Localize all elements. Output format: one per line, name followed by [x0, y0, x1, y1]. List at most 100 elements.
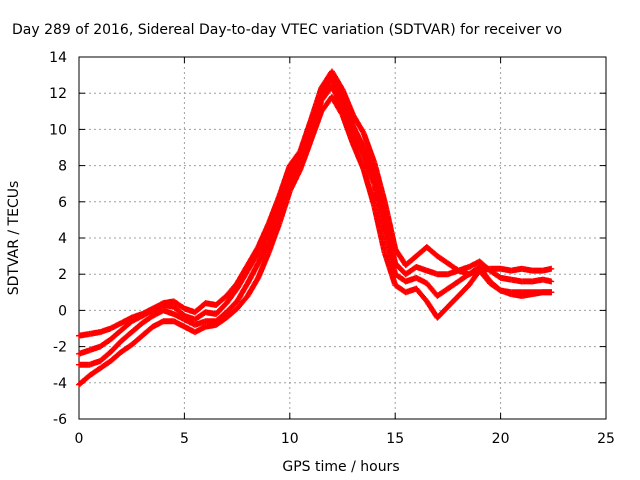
data-point-fill: [393, 247, 408, 267]
y-tick-label: -6: [53, 412, 67, 428]
data-point-fill: [329, 95, 345, 117]
data-point-fill: [276, 189, 293, 226]
y-tick-label: 12: [49, 86, 67, 102]
data-point-fill: [255, 250, 272, 280]
data-point-fill: [488, 281, 503, 293]
data-point-fill: [224, 306, 239, 320]
data-point-fill: [214, 301, 229, 316]
data-point-fill: [276, 171, 293, 204]
data-point-fill: [445, 293, 461, 309]
data-point-fill: [255, 239, 272, 266]
data-point-fill: [266, 200, 282, 233]
data-point-fill: [350, 131, 366, 157]
y-tick-label: 0: [58, 303, 67, 319]
data-point-fill: [245, 250, 261, 273]
y-tick-label: 6: [58, 195, 67, 211]
data-point-fill: [414, 286, 429, 304]
data-point-fill: [361, 153, 377, 186]
x-tick-label: 15: [386, 431, 404, 447]
data-point-fill: [446, 279, 461, 291]
data-point-fill: [361, 167, 377, 207]
data-point-fill: [308, 109, 324, 142]
y-axis-title: SDTVAR / TECUs: [6, 181, 22, 296]
chart-title: Day 289 of 2016, Sidereal Day-to-day VTE…: [12, 22, 562, 38]
data-point-fill: [340, 95, 356, 128]
x-tick-label: 0: [75, 431, 84, 447]
data-point-fill: [129, 333, 145, 347]
x-tick-label: 25: [597, 431, 615, 447]
data-point-fill: [140, 324, 155, 338]
data-point-fill: [234, 281, 250, 304]
data-point-fill: [108, 339, 124, 354]
data-point-fill: [329, 77, 345, 99]
data-point-fill: [382, 229, 398, 276]
y-tick-label: 2: [58, 267, 67, 283]
data-point-fill: [488, 268, 503, 280]
data-point-fill: [235, 294, 250, 311]
data-point: [548, 289, 555, 296]
data-point-fill: [340, 113, 356, 146]
data-point-fill: [456, 283, 471, 298]
x-tick-label: 10: [281, 431, 299, 447]
data-point-fill: [255, 229, 272, 255]
data-point-fill: [245, 261, 261, 285]
data-point-fill: [171, 304, 187, 318]
data-point-fill: [297, 138, 314, 171]
data-point-fill: [98, 349, 113, 364]
data-point: [548, 278, 555, 285]
data-point: [548, 265, 555, 272]
data-point-fill: [119, 330, 134, 344]
y-tick-label: 4: [58, 231, 67, 247]
data-point-fill: [371, 203, 388, 255]
data-point-fill: [119, 342, 134, 355]
data-point-fill: [224, 281, 240, 298]
data-point-fill: [361, 131, 377, 164]
data-point-fill: [234, 268, 250, 291]
data-point-fill: [466, 268, 482, 287]
data-point-fill: [214, 293, 229, 308]
data-point-fill: [224, 286, 240, 305]
data-point-fill: [98, 337, 113, 349]
data-point-fill: [193, 324, 208, 335]
axis-ticks: 0 5 10 15 20 25 -6 -4 -2 0 2 4 6 8 10 12 14: [49, 50, 615, 447]
data-point-fill: [371, 160, 388, 204]
series-trace-2: [76, 75, 555, 357]
data-point-fill: [87, 366, 102, 378]
data-series: [76, 68, 555, 388]
data-point-fill: [77, 373, 92, 387]
data-point-fill: [456, 272, 471, 284]
data-point-fill: [477, 259, 492, 273]
y-tick-label: -2: [53, 340, 67, 356]
x-tick-label: 5: [180, 431, 189, 447]
data-point-fill: [371, 182, 388, 233]
data-point-fill: [266, 211, 282, 244]
data-point-fill: [266, 221, 282, 255]
data-point-fill: [214, 315, 229, 328]
data-point-fill: [350, 142, 366, 171]
data-point-fill: [214, 310, 229, 324]
data-point-fill: [108, 328, 124, 342]
data-point-fill: [403, 254, 419, 268]
data-point-fill: [108, 349, 124, 364]
data-point-fill: [129, 321, 145, 335]
x-axis-title: GPS time / hours: [282, 459, 399, 475]
x-tick-label: 20: [492, 431, 510, 447]
data-point-fill: [435, 253, 450, 266]
data-point-fill: [119, 319, 134, 333]
y-tick-label: 8: [58, 159, 67, 175]
data-point-fill: [424, 299, 440, 320]
data-point-fill: [424, 245, 440, 259]
data-point-fill: [435, 304, 450, 320]
data-point-fill: [319, 76, 335, 95]
data-point-fill: [382, 200, 398, 251]
data-point-fill: [140, 313, 155, 326]
data-point-fill: [329, 84, 345, 110]
data-point-fill: [477, 268, 493, 286]
data-point-fill: [350, 113, 366, 135]
y-tick-label: 14: [49, 50, 67, 66]
data-point-fill: [319, 95, 335, 114]
y-tick-label: 10: [49, 122, 67, 138]
data-point-fill: [172, 299, 187, 311]
data-point-fill: [382, 250, 398, 287]
